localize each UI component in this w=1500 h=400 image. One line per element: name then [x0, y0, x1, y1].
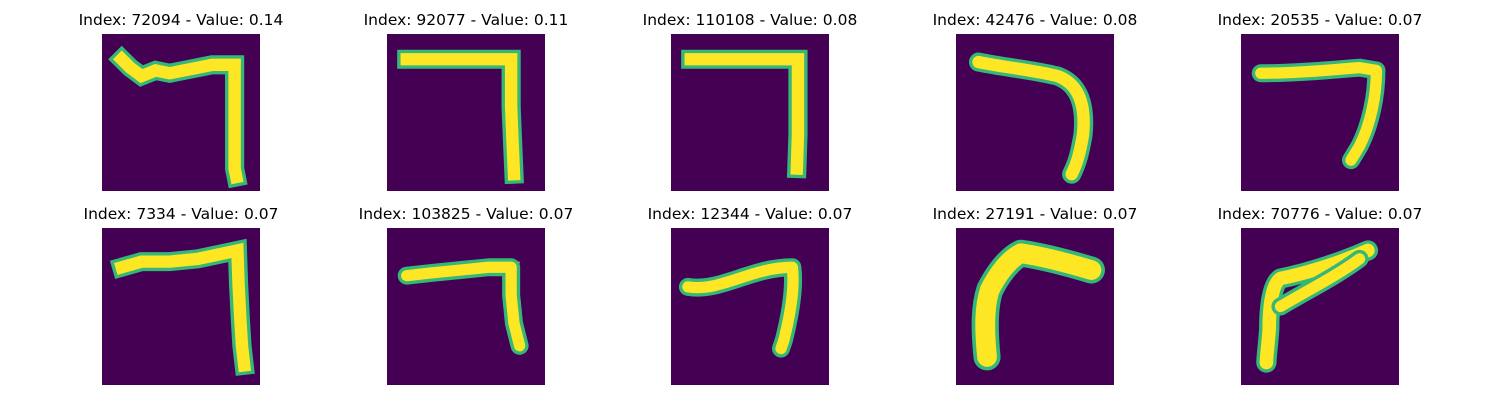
stroke-core-2: [1274, 253, 1366, 313]
stroke-core: [1255, 62, 1383, 166]
digit-image: [1241, 228, 1399, 385]
panel-title: Index: 20535 - Value: 0.07: [1217, 11, 1423, 29]
digit-image: [387, 228, 545, 385]
stroke-core: [1259, 243, 1375, 370]
image-background: [671, 228, 829, 385]
stroke-core: [400, 53, 521, 181]
digit-image: [671, 34, 829, 191]
stroke-core: [972, 55, 1090, 181]
panel-title: Index: 12344 - Value: 0.07: [647, 205, 853, 223]
digit-image: [102, 34, 260, 191]
panel-title: Index: 110108 - Value: 0.08: [642, 11, 858, 29]
stroke-core: [114, 242, 252, 373]
digit-image: [1241, 34, 1399, 191]
stroke-core: [684, 53, 805, 175]
stroke-core: [401, 261, 526, 352]
panel-title: Index: 7334 - Value: 0.07: [83, 205, 279, 223]
panel-title: Index: 72094 - Value: 0.14: [78, 11, 284, 29]
panel-title: Index: 27191 - Value: 0.07: [932, 205, 1138, 223]
stroke-core: [682, 261, 799, 355]
digit-image: [956, 34, 1114, 191]
digit-image: [956, 228, 1114, 385]
digit-image: [102, 228, 260, 385]
stroke-core: [975, 243, 1102, 367]
digit-image: [671, 228, 829, 385]
stroke-core: [112, 50, 244, 185]
panel-title: Index: 92077 - Value: 0.11: [363, 11, 569, 29]
panel-title: Index: 70776 - Value: 0.07: [1217, 205, 1423, 223]
panel-title: Index: 42476 - Value: 0.08: [932, 11, 1138, 29]
digit-image: [387, 34, 545, 191]
panel-title: Index: 103825 - Value: 0.07: [358, 205, 574, 223]
